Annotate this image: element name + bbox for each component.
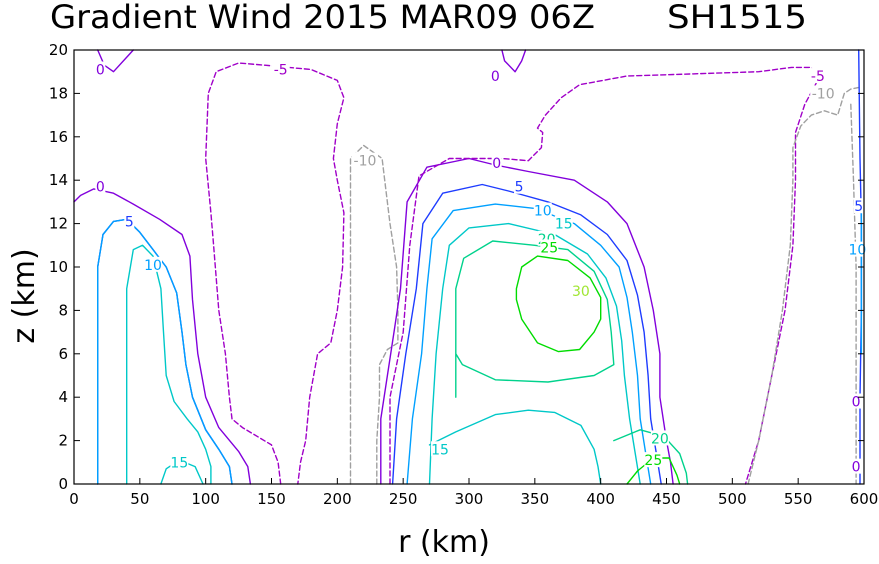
x-axis: 0 50 100 150 200 250 300 350 400 450 500 550 600: [69, 478, 878, 508]
contour-label-bg: [124, 213, 135, 229]
contour-label: 15: [170, 455, 188, 471]
contour-label: 10: [849, 243, 867, 259]
contour-label-bg: [351, 152, 378, 168]
y-tick-label: 14: [49, 171, 68, 189]
x-tick-label: 300: [455, 490, 484, 508]
x-tick-label: 350: [521, 490, 550, 508]
x-tick-label: 150: [257, 490, 286, 508]
contour-label-bg: [540, 239, 559, 255]
contour-label: 0: [852, 395, 861, 411]
y-tick-label: 10: [49, 258, 68, 276]
plot-frame: [73, 49, 865, 485]
contour-label: 0: [492, 156, 501, 172]
contour-label: 25: [644, 453, 662, 469]
contour-label: 0: [852, 460, 861, 476]
y-tick-label: 0: [58, 475, 68, 493]
contour-labels: 0-50-5-10-100055101520251030152025151000…: [95, 61, 867, 476]
contour-label-bg: [810, 85, 837, 101]
contour-line: [406, 203, 652, 485]
x-axis-label: r (km): [398, 525, 490, 560]
contour-line: [205, 62, 345, 485]
contour-line: [389, 66, 818, 485]
contour-label-bg: [170, 454, 189, 470]
contour-label: -5: [274, 63, 288, 79]
contour-line: [97, 218, 233, 485]
y-tick-label: 12: [49, 215, 68, 233]
contour-label-bg: [431, 441, 450, 457]
contour-line: [97, 49, 134, 73]
y-tick-label: 4: [58, 388, 68, 406]
contour-label-bg: [808, 68, 827, 84]
contour-label: 15: [431, 442, 449, 458]
contour-line: [501, 49, 527, 73]
y-tick-label: 20: [49, 41, 68, 59]
contour-label-bg: [851, 458, 862, 474]
contour-label: 10: [534, 204, 552, 220]
contour-label: 30: [572, 284, 590, 300]
contour-label: -10: [354, 154, 377, 170]
contour-label: 5: [125, 214, 134, 230]
x-tick-label: 0: [69, 490, 79, 508]
contour-label: 5: [854, 199, 863, 215]
contour-label-bg: [514, 178, 525, 194]
contour-label-bg: [95, 178, 106, 194]
contour-label: 5: [515, 180, 524, 196]
contour-line: [850, 103, 857, 485]
contour-line: [515, 255, 602, 353]
y-tick-label: 18: [49, 84, 68, 102]
contour-label: 25: [540, 240, 558, 256]
contour-lines: [73, 49, 863, 485]
contour-label-bg: [271, 61, 290, 77]
contour-label-bg: [95, 61, 106, 77]
contour-line: [391, 183, 662, 485]
y-tick-label: 16: [49, 128, 68, 146]
contour-line: [126, 244, 212, 485]
contour-label: -10: [812, 86, 835, 102]
contour-label-bg: [144, 256, 162, 272]
storm-id: SH1515: [667, 0, 807, 36]
contour-label-bg: [650, 430, 669, 446]
contour-label-bg: [491, 154, 502, 170]
contour-label: 0: [491, 69, 500, 85]
y-tick-label: 8: [58, 301, 68, 319]
contour-label: 15: [555, 217, 573, 233]
y-tick-label: 6: [58, 345, 68, 363]
contour-label: 10: [144, 258, 162, 274]
contour-line: [380, 157, 674, 485]
contour-label: 0: [96, 63, 105, 79]
x-tick-label: 550: [784, 490, 813, 508]
y-axis-label: z (km): [7, 248, 42, 343]
x-tick-label: 400: [586, 490, 615, 508]
contour-line: [455, 240, 615, 398]
y-axis: 0 2 4 6 8 10 12 14 16 18 20: [49, 41, 864, 493]
contour-label-bg: [490, 68, 501, 84]
contour-line: [613, 429, 689, 485]
x-tick-label: 50: [130, 490, 149, 508]
contour-label-bg: [554, 215, 573, 231]
contour-label-bg: [533, 202, 552, 218]
contour-line: [428, 222, 641, 485]
contour-label-bg: [851, 393, 862, 409]
x-tick-label: 450: [652, 490, 681, 508]
contour-line: [349, 144, 399, 485]
contour-label-bg: [644, 452, 663, 468]
contour-line: [747, 86, 863, 485]
contour-label-bg: [848, 241, 867, 257]
contour-line: [73, 188, 252, 485]
contour-label: 0: [96, 180, 105, 196]
x-tick-label: 600: [850, 490, 879, 508]
y-tick-label: 2: [58, 432, 68, 450]
contour-label-bg: [853, 198, 864, 214]
contour-label-bg: [571, 282, 590, 298]
x-tick-label: 100: [191, 490, 220, 508]
x-tick-label: 250: [389, 490, 418, 508]
chart-title: Gradient Wind 2015 MAR09 06Z: [50, 0, 595, 36]
x-tick-label: 500: [718, 490, 747, 508]
contour-line: [428, 409, 602, 485]
contour-label: -5: [811, 69, 825, 85]
x-tick-label: 200: [323, 490, 352, 508]
contour-label: 20: [651, 431, 669, 447]
